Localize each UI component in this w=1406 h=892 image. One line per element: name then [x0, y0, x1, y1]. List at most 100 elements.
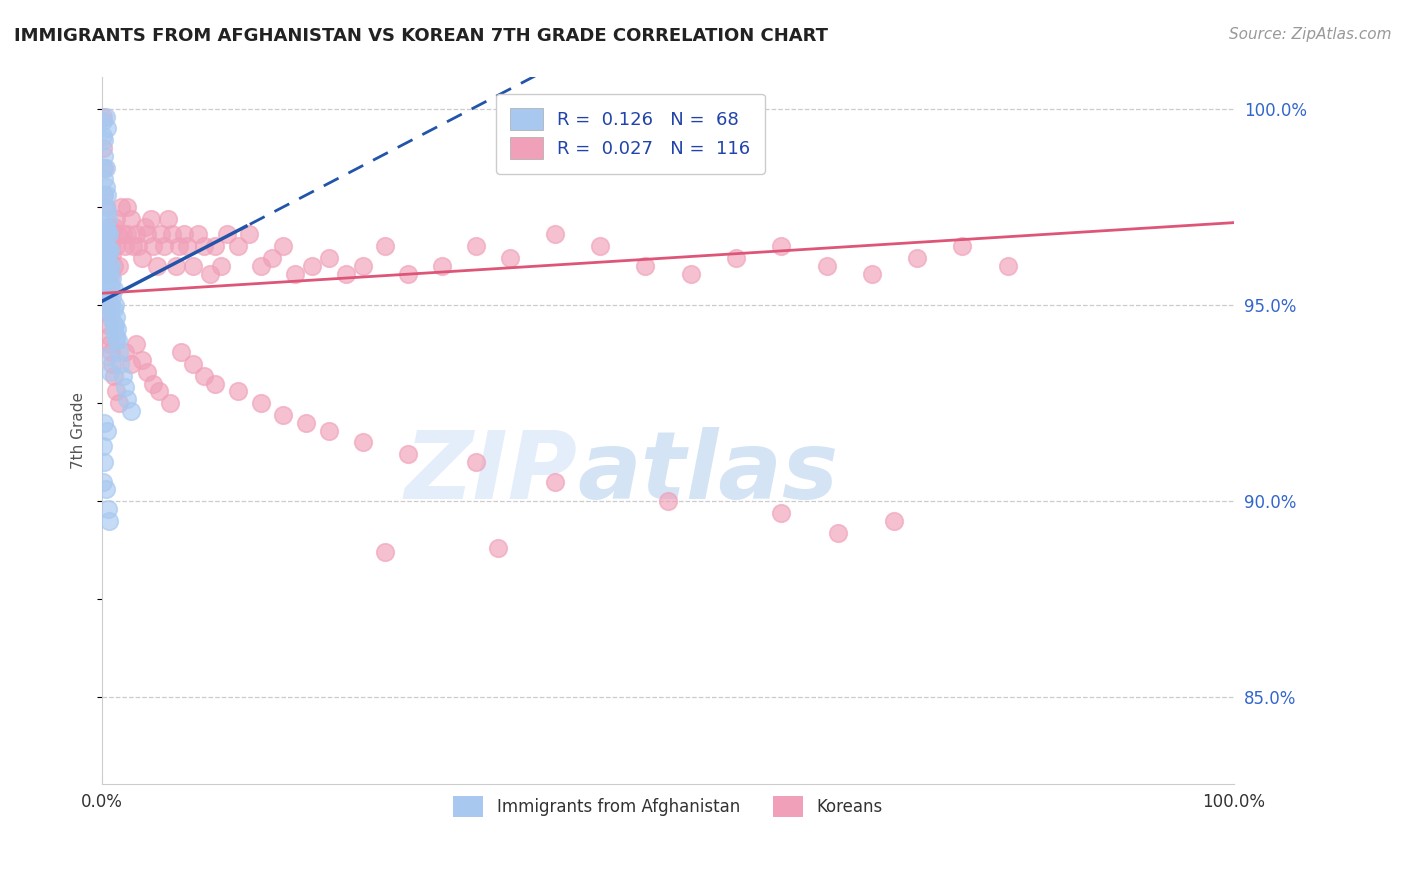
Point	[98, 329, 121, 343]
Point	[93, 129, 115, 144]
Point	[93, 439, 115, 453]
Point	[100, 259, 122, 273]
Point	[94, 301, 117, 316]
Text: atlas: atlas	[578, 427, 839, 519]
Point	[396, 447, 419, 461]
Point	[176, 239, 198, 253]
Point	[101, 247, 124, 261]
Point	[464, 455, 486, 469]
Text: Source: ZipAtlas.com: Source: ZipAtlas.com	[1229, 27, 1392, 42]
Point	[103, 282, 125, 296]
Point	[103, 301, 125, 316]
Point	[96, 259, 118, 273]
Point	[93, 113, 115, 128]
Point	[97, 270, 120, 285]
Point	[860, 267, 883, 281]
Point	[770, 239, 793, 253]
Point	[98, 219, 121, 234]
Point	[96, 306, 118, 320]
Point	[301, 259, 323, 273]
Point	[165, 259, 187, 273]
Point	[98, 286, 121, 301]
Point	[226, 239, 249, 253]
Point	[107, 334, 129, 348]
Point	[544, 227, 567, 242]
Point	[115, 392, 138, 407]
Point	[167, 239, 190, 253]
Point	[103, 368, 125, 383]
Point	[100, 278, 122, 293]
Point	[295, 416, 318, 430]
Point	[187, 227, 209, 242]
Point	[284, 267, 307, 281]
Point	[114, 380, 136, 394]
Point	[94, 239, 117, 253]
Point	[93, 172, 115, 186]
Point	[93, 188, 115, 202]
Point	[110, 357, 132, 371]
Point	[134, 219, 156, 234]
Point	[93, 133, 115, 147]
Point	[98, 247, 121, 261]
Point	[108, 396, 131, 410]
Point	[104, 211, 127, 226]
Point	[98, 278, 121, 293]
Point	[94, 110, 117, 124]
Point	[249, 396, 271, 410]
Point	[104, 329, 127, 343]
Y-axis label: 7th Grade: 7th Grade	[72, 392, 86, 469]
Point	[93, 188, 115, 202]
Point	[94, 219, 117, 234]
Point	[93, 286, 115, 301]
Point	[120, 404, 142, 418]
Point	[93, 416, 115, 430]
Point	[93, 141, 115, 155]
Point	[589, 239, 612, 253]
Point	[198, 267, 221, 281]
Point	[93, 110, 115, 124]
Point	[204, 376, 226, 391]
Point	[97, 502, 120, 516]
Point	[159, 396, 181, 410]
Point	[657, 494, 679, 508]
Point	[100, 345, 122, 359]
Point	[103, 318, 125, 332]
Point	[104, 384, 127, 399]
Point	[318, 251, 340, 265]
Legend: Immigrants from Afghanistan, Koreans: Immigrants from Afghanistan, Koreans	[444, 788, 891, 825]
Point	[136, 365, 159, 379]
Point	[131, 251, 153, 265]
Point	[100, 298, 122, 312]
Point	[215, 227, 238, 242]
Point	[98, 337, 121, 351]
Point	[156, 211, 179, 226]
Point	[94, 227, 117, 242]
Point	[96, 239, 118, 253]
Point	[209, 259, 232, 273]
Point	[679, 267, 702, 281]
Point	[770, 506, 793, 520]
Point	[374, 239, 396, 253]
Point	[94, 161, 117, 175]
Point	[97, 290, 120, 304]
Point	[98, 243, 121, 257]
Point	[162, 227, 184, 242]
Text: ZIP: ZIP	[405, 427, 578, 519]
Point	[127, 239, 149, 253]
Point	[100, 267, 122, 281]
Point	[94, 483, 117, 497]
Point	[104, 310, 127, 324]
Point	[193, 368, 215, 383]
Point	[634, 259, 657, 273]
Text: IMMIGRANTS FROM AFGHANISTAN VS KOREAN 7TH GRADE CORRELATION CHART: IMMIGRANTS FROM AFGHANISTAN VS KOREAN 7T…	[14, 27, 828, 45]
Point	[120, 211, 142, 226]
Point	[104, 318, 127, 332]
Point	[93, 259, 115, 273]
Point	[98, 262, 121, 277]
Point	[318, 424, 340, 438]
Point	[260, 251, 283, 265]
Point	[131, 353, 153, 368]
Point	[98, 514, 121, 528]
Point	[498, 251, 520, 265]
Point	[396, 267, 419, 281]
